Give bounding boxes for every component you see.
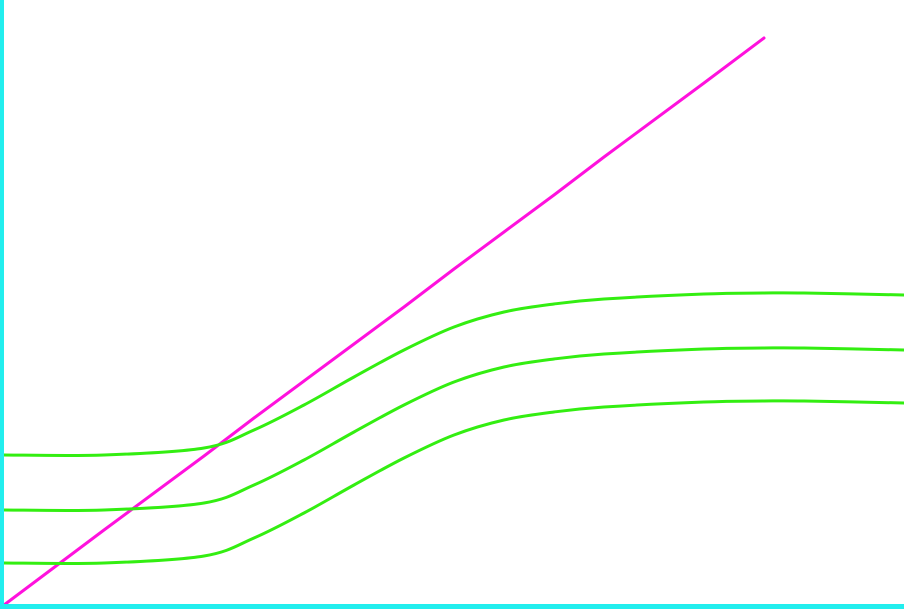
data-line [2,346,904,513]
data-line [2,399,904,566]
data-line [2,291,904,458]
data-line [2,36,766,607]
